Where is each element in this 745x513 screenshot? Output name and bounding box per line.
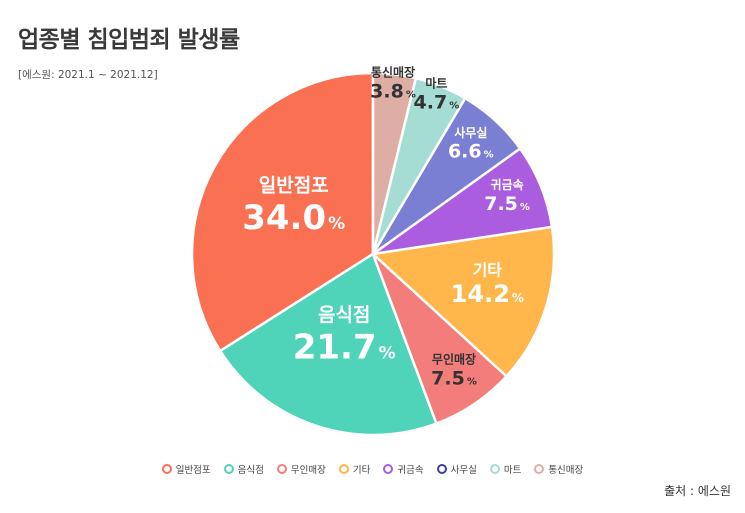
legend-item: 음식점 bbox=[223, 462, 264, 476]
legend-item: 일반점포 bbox=[161, 462, 211, 476]
slice-value-label: 14.2% bbox=[451, 280, 524, 308]
legend-label: 사무실 bbox=[450, 465, 477, 476]
slice-value-label: 4.7% bbox=[414, 92, 460, 114]
slice-value-label: 7.5% bbox=[431, 368, 477, 390]
slice-value-label: 7.5% bbox=[484, 193, 530, 215]
slice-label-name: 귀금속 bbox=[491, 177, 524, 192]
data-period: [에스원: 2021.1 ~ 2021.12] bbox=[18, 69, 158, 81]
slice-label-name: 음식점 bbox=[318, 304, 370, 326]
legend-circle-icon bbox=[534, 464, 545, 474]
slice-label-name: 사무실 bbox=[454, 125, 487, 140]
legend: 일반점포 음식점 무인매장 기타 귀금속 사무실 마트 통신매장 bbox=[0, 462, 745, 476]
slice-label-group-7: 마트4.7% bbox=[414, 76, 460, 114]
legend-circle-icon bbox=[276, 464, 287, 474]
legend-item: 통신매장 bbox=[534, 462, 583, 476]
slice-label-name: 무인매장 bbox=[432, 352, 476, 367]
legend-circle-icon bbox=[161, 464, 172, 474]
legend-circle-icon bbox=[223, 464, 234, 474]
pie-slice-4 bbox=[370, 225, 556, 379]
legend-label: 통신매장 bbox=[548, 465, 584, 476]
slice-label-name: 통신매장 bbox=[371, 64, 415, 79]
slice-value-label: 21.7% bbox=[293, 328, 396, 368]
legend-label: 음식점 bbox=[237, 465, 264, 476]
slice-value-label: 34.0% bbox=[242, 198, 345, 238]
legend-item: 귀금속 bbox=[383, 462, 424, 476]
legend-label: 무인매장 bbox=[290, 465, 326, 476]
legend-item: 무인매장 bbox=[276, 462, 326, 476]
pie-slice-2 bbox=[218, 252, 439, 437]
slice-value-label: 3.8% bbox=[370, 80, 416, 102]
legend-circle-icon bbox=[489, 464, 500, 474]
legend-label: 기타 bbox=[352, 465, 371, 476]
legend-circle-icon bbox=[338, 464, 349, 474]
slice-label-name: 일반점포 bbox=[259, 175, 329, 197]
legend-item: 기타 bbox=[338, 462, 371, 476]
legend-label: 마트 bbox=[503, 465, 522, 476]
slice-label-name: 마트 bbox=[425, 76, 447, 91]
legend-label: 일반점포 bbox=[175, 465, 211, 476]
chart-title: 업종별 침입범죄 발생률 bbox=[18, 27, 240, 53]
legend-label: 귀금속 bbox=[397, 465, 424, 476]
legend-item: 마트 bbox=[489, 462, 522, 476]
source-note: 출처 : 에스원 bbox=[664, 484, 731, 498]
slice-label-name: 기타 bbox=[473, 261, 503, 280]
pie-slice-8 bbox=[371, 71, 418, 255]
legend-circle-icon bbox=[436, 464, 447, 474]
slice-value-label: 6.6% bbox=[448, 141, 494, 163]
legend-item: 사무실 bbox=[436, 462, 477, 476]
legend-circle-icon bbox=[383, 464, 394, 474]
